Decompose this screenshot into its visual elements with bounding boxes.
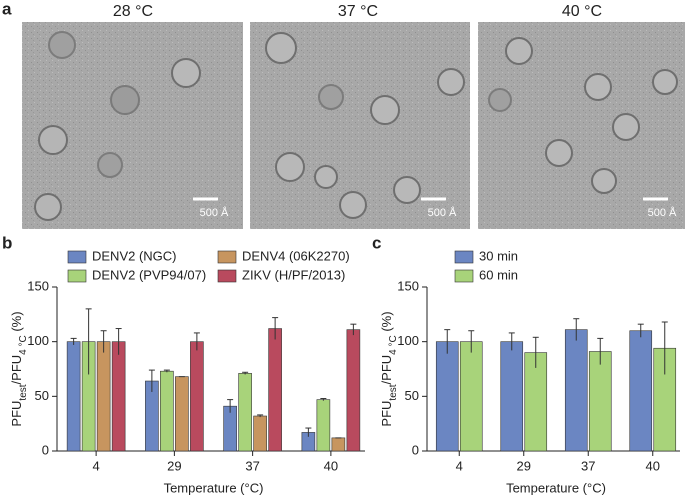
y-axis-label-part: /PFU bbox=[9, 355, 24, 385]
micrograph: 40 °C 500 Å bbox=[478, 3, 685, 229]
legend-swatch bbox=[217, 269, 237, 283]
y-axis-label-part: test bbox=[18, 384, 29, 400]
x-tick-label: 4 bbox=[456, 458, 463, 473]
y-tick-label: 50 bbox=[405, 388, 419, 403]
bar bbox=[500, 341, 524, 452]
panel-label: b bbox=[2, 233, 12, 252]
y-axis-label-part: PFU bbox=[9, 401, 24, 427]
bar bbox=[588, 351, 612, 452]
bar bbox=[66, 341, 81, 452]
y-axis-label-part: (%) bbox=[9, 311, 24, 335]
legend-label: 60 min bbox=[479, 267, 518, 282]
x-tick-label: 40 bbox=[324, 458, 338, 473]
y-tick-label: 0 bbox=[412, 442, 419, 457]
bar bbox=[111, 341, 126, 452]
y-axis-label-part: PFU bbox=[379, 401, 394, 427]
bar bbox=[331, 437, 346, 452]
bar bbox=[238, 373, 252, 452]
bar bbox=[564, 329, 588, 452]
y-tick-label: 100 bbox=[27, 333, 49, 348]
x-tick-label: 37 bbox=[581, 458, 595, 473]
legend-label: DENV4 (06K2270) bbox=[242, 248, 350, 263]
scale-bar-label: 500 Å bbox=[200, 206, 229, 219]
bar bbox=[190, 341, 204, 452]
x-axis-label: Temperature (°C) bbox=[506, 480, 606, 495]
bar bbox=[160, 370, 174, 452]
x-tick-label: 4 bbox=[93, 458, 100, 473]
bar bbox=[223, 405, 237, 452]
bar bbox=[253, 415, 267, 452]
y-axis-label-part: test bbox=[388, 384, 399, 400]
micrograph-title: 40 °C bbox=[562, 3, 602, 20]
y-axis-label-part: 4 °C bbox=[18, 335, 29, 355]
bar bbox=[96, 341, 111, 452]
x-tick-label: 29 bbox=[517, 458, 531, 473]
legend-label: DENV2 (PVP94/07) bbox=[92, 267, 206, 282]
y-tick-label: 100 bbox=[397, 333, 419, 348]
bar bbox=[346, 329, 361, 452]
legend-swatch bbox=[454, 269, 474, 283]
legend-label: ZIKV (H/PF/2013) bbox=[242, 267, 345, 282]
legend-swatch bbox=[454, 250, 474, 264]
micrograph-title: 37 °C bbox=[338, 3, 378, 20]
bar bbox=[435, 341, 459, 452]
bar bbox=[268, 328, 282, 452]
micrograph: 37 °C 500 Å bbox=[250, 3, 470, 229]
micrograph-title: 28 °C bbox=[113, 3, 153, 20]
y-tick-label: 0 bbox=[42, 442, 49, 457]
scale-bar-label: 500 Å bbox=[428, 206, 457, 219]
x-axis-label: Temperature (°C) bbox=[164, 480, 264, 495]
legend-label: 30 min bbox=[479, 248, 518, 263]
scale-bar-label: 500 Å bbox=[648, 206, 677, 219]
panel-label: a bbox=[2, 0, 12, 18]
x-tick-label: 29 bbox=[167, 458, 181, 473]
legend-swatch bbox=[217, 250, 237, 264]
legend-swatch bbox=[67, 250, 87, 264]
legend-swatch bbox=[67, 269, 87, 283]
x-tick-label: 37 bbox=[245, 458, 259, 473]
y-axis-label-part: 4 °C bbox=[388, 335, 399, 355]
bar bbox=[316, 399, 331, 452]
y-axis-label-part: (%) bbox=[379, 311, 394, 335]
micrograph: 28 °C 500 Å bbox=[22, 3, 243, 229]
y-axis-label: PFUtest/PFU4 °C (%) bbox=[9, 311, 29, 426]
x-tick-label: 40 bbox=[646, 458, 660, 473]
y-axis-label: PFUtest/PFU4 °C (%) bbox=[379, 311, 399, 426]
panel-label: c bbox=[372, 233, 381, 252]
bar bbox=[629, 330, 653, 452]
bar bbox=[459, 341, 483, 452]
y-axis-label-part: /PFU bbox=[379, 355, 394, 385]
y-tick-label: 150 bbox=[397, 278, 419, 293]
bar bbox=[175, 376, 189, 452]
y-tick-label: 150 bbox=[27, 278, 49, 293]
y-tick-label: 50 bbox=[35, 388, 49, 403]
legend-label: DENV2 (NGC) bbox=[92, 248, 177, 263]
